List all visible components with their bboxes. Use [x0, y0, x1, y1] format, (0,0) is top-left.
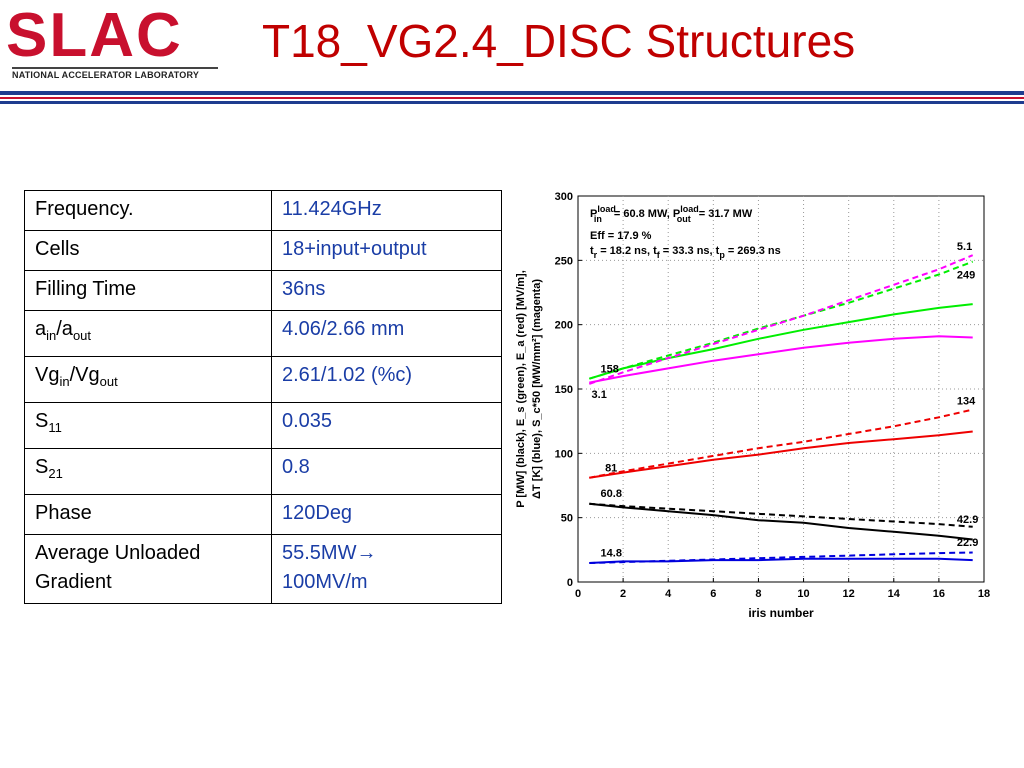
plot-area [577, 195, 985, 583]
table-row: S21 0.8 [24, 448, 502, 495]
point-labels: 158 3.1 81 60.8 14.8 5.1 249 134 42.9 22.9 [592, 241, 979, 559]
annotation-line-2: Eff = 17.9 % [590, 230, 652, 242]
table-row: ain/aout 4.06/2.66 mm [24, 310, 502, 357]
x-tick-label: 6 [710, 588, 716, 600]
param-value: 4.06/2.66 mm [271, 310, 502, 357]
param-value: 2.61/1.02 (%c) [271, 356, 502, 403]
point-label: 81 [605, 462, 617, 474]
x-tick-label: 10 [797, 588, 809, 600]
x-tick-label: 14 [888, 588, 901, 600]
param-value: 55.5MW→ 100MV/m [271, 534, 502, 604]
x-tick-label: 4 [665, 588, 672, 600]
series-line-4 [589, 430, 973, 479]
table-row: Filling Time 36ns [24, 270, 502, 311]
series-line-5 [589, 408, 973, 479]
param-name: ain/aout [24, 310, 272, 357]
x-axis-label: iris number [748, 606, 814, 620]
point-label: 3.1 [592, 389, 607, 401]
x-tick-label: 8 [755, 588, 761, 600]
x-tick-label: 12 [843, 588, 855, 600]
series-line-7 [589, 502, 973, 528]
slac-logo: SLAC NATIONAL ACCELERATOR LABORATORY [6, 1, 218, 84]
param-name: S11 [24, 402, 272, 449]
y-tick-label: 250 [555, 255, 573, 267]
param-name: S21 [24, 448, 272, 495]
parameters-table: Frequency. 11.424GHz Cells 18+input+outp… [24, 190, 502, 604]
param-value: 0.8 [271, 448, 502, 495]
x-tick-label: 18 [978, 588, 990, 600]
y-tick-label: 200 [555, 320, 573, 332]
x-tick-label: 16 [933, 588, 945, 600]
annotation-line-1: Pload in = 60.8 MW, Pload out = 31.7 MW [590, 204, 753, 224]
table-row: Vgin/Vgout 2.61/1.02 (%c) [24, 356, 502, 403]
page-title: T18_VG2.4_DISC Structures [262, 15, 856, 67]
logo-wordmark: SLAC [6, 1, 183, 70]
logo-subtitle: NATIONAL ACCELERATOR LABORATORY [12, 70, 200, 80]
point-label: 5.1 [957, 241, 972, 253]
y-tick-label: 300 [555, 191, 573, 203]
annotation-line-3: tr = 18.2 ns, tf = 33.3 ns, tp = 269.3 ns [590, 245, 781, 260]
y-axis-label-line-2: ΔT [K] (blue), S_c*50 [MW/mm²] (magenta) [531, 279, 543, 499]
param-name: Cells [24, 230, 272, 271]
series-line-1 [589, 260, 974, 380]
grid [578, 196, 984, 582]
series-group [588, 254, 974, 564]
logo-separator [12, 67, 218, 69]
param-name: Average Unloaded Gradient [24, 534, 272, 604]
header-rule-red [0, 97, 1024, 99]
x-tick-label: 2 [620, 588, 626, 600]
field-profile-chart: 0 2 4 6 8 10 12 14 16 18 0 50 100 150 200 250 300 158 3.1… [515, 191, 990, 620]
param-value: 120Deg [271, 494, 502, 535]
param-name: Filling Time [24, 270, 272, 311]
y-tick-label: 50 [561, 513, 573, 525]
series-line-8 [589, 557, 973, 564]
point-label: 249 [957, 269, 975, 281]
table-row: Frequency. 11.424GHz [24, 190, 502, 231]
point-label: 60.8 [601, 488, 622, 500]
series-line-2 [589, 335, 973, 384]
param-value: 36ns [271, 270, 502, 311]
x-tick-label: 0 [575, 588, 581, 600]
series-line-9 [589, 551, 973, 564]
point-label: 134 [957, 395, 976, 407]
y-axis-label-line-1: P [MW] (black), E_s (green), E_a (red) [… [515, 270, 527, 508]
y-tick-label: 100 [555, 448, 573, 460]
point-label: 14.8 [601, 547, 622, 559]
axis-ticks: 0 2 4 6 8 10 12 14 16 18 0 50 100 150 200 250 300 [555, 191, 990, 600]
param-name: Frequency. [24, 190, 272, 231]
table-row: Cells 18+input+output [24, 230, 502, 271]
header-rule-blue-2 [0, 101, 1024, 104]
y-tick-label: 0 [567, 577, 573, 589]
series-line-0 [589, 303, 973, 380]
point-label: 22.9 [957, 537, 978, 549]
table-row: Phase 120Deg [24, 494, 502, 535]
series-line-6 [589, 502, 973, 541]
series-line-3 [588, 254, 974, 385]
point-label: 42.9 [957, 514, 978, 526]
param-name: Vgin/Vgout [24, 356, 272, 403]
y-tick-label: 150 [555, 384, 573, 396]
param-value: 0.035 [271, 402, 502, 449]
param-value: 11.424GHz [271, 190, 502, 231]
point-label: 158 [601, 363, 619, 375]
header-rule-blue [0, 91, 1024, 95]
table-row: Average Unloaded Gradient 55.5MW→ 100MV/m [24, 534, 502, 604]
param-name: Phase [24, 494, 272, 535]
table-row: S11 0.035 [24, 402, 502, 449]
param-value: 18+input+output [271, 230, 502, 271]
